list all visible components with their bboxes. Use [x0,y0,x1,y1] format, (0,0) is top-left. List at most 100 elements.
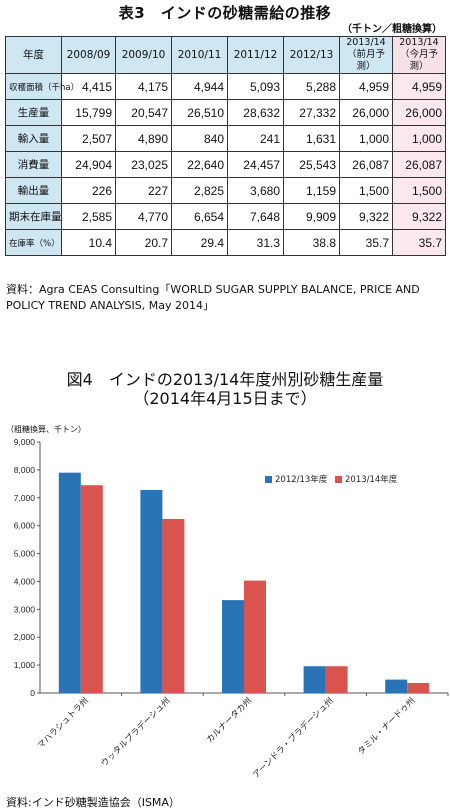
row-label: 収穫面積（千ha） [5,73,79,100]
y-tick-label: 8,000 [14,465,36,475]
table-cell: 4,959 [392,73,446,100]
row-label: 輸出量 [5,177,62,204]
bar [222,600,244,693]
bar [244,580,266,693]
table-row: 輸入量 2,507 4,890 840 241 1,631 1,000 1,000 [5,125,446,152]
legend-label: 2012/13年度 [275,474,328,485]
table-cell: 20,547 [115,99,172,126]
table-row: 期末在庫量 2,585 4,770 6,654 7,648 9,909 9,322 9,322 [5,203,446,230]
table3-title: 表3 インドの砂糖需給の推移 [118,4,332,22]
table-cell: 5,093 [227,73,284,100]
table-cell: 28,632 [227,99,284,126]
table-cell: 9,909 [283,203,340,230]
bar [407,682,430,693]
table-row: 生産量 15,799 20,547 26,510 28,632 27,332 26,000 2… [5,99,446,126]
x-tick-label: カルナータカ州 [205,696,254,745]
table-cell: 22,640 [171,151,228,178]
table-cell: 26,087 [392,151,446,178]
table-cell: 31.3 [227,229,284,256]
row-label: 輸入量 [5,125,62,152]
table-cell: 26,000 [392,99,446,126]
y-tick-label: 9,000 [14,437,36,447]
row-label: 在庫率（%） [5,229,62,256]
header-cell: 2010/11 [171,36,228,74]
table3-unit: （千トン／粗糖換算） [342,24,442,35]
table-cell: 2,507 [61,125,116,152]
table-row: 消費量 24,904 23,025 22,640 24,457 25,543 26,087 2… [5,151,446,178]
table-cell: 10.4 [61,229,116,256]
row-label: 消費量 [5,151,62,178]
bar [303,666,326,693]
table-cell: 29.4 [171,229,228,256]
y-tick-label: 7,000 [14,493,36,503]
table-cell: 4,770 [115,203,172,230]
header-cell: 2012/13 [283,36,340,74]
chart-unit-note: （粗糖換算、千トン） [6,425,86,434]
table-cell: 4,959 [339,73,393,100]
header-cell: 2009/10 [115,36,172,74]
x-tick-label: マハラシュトラ州 [36,696,91,751]
table-cell: 2,825 [171,177,228,204]
table-cell: 840 [171,125,228,152]
table-cell: 6,654 [171,203,228,230]
table-cell: 35.7 [392,229,446,256]
row-label: 生産量 [5,99,62,126]
table-cell: 1,000 [339,125,393,152]
table-cell: 1,500 [392,177,446,204]
figure4-source: 資料:インド砂糖製造協会（ISMA） [6,796,180,809]
table-row: 在庫率（%） 10.4 20.7 29.4 31.3 38.8 35.7 35.7 [5,229,446,256]
figure4-title-line2: （2014年4月15日まで） [133,389,317,408]
legend-label: 2013/14年度 [345,474,398,485]
table-cell: 4,175 [115,73,172,100]
table-cell: 25,543 [283,151,340,178]
table-row: 輸出量 226 227 2,825 3,680 1,159 1,500 1,500 [5,177,446,204]
table-cell: 2,585 [61,203,116,230]
table-row: 収穫面積（千ha） 4,415 4,175 4,944 5,093 5,288 4,959 4… [5,73,446,100]
header-cell: 2008/09 [61,36,116,74]
table-cell: 20.7 [115,229,172,256]
table-cell: 4,890 [115,125,172,152]
table-cell: 27,332 [283,99,340,126]
x-tick-label: アーンドラ・プラデーシュ州 [251,695,336,780]
table-cell: 26,510 [171,99,228,126]
table-cell: 1,500 [339,177,393,204]
bar [140,489,163,693]
state-production-chart: 0 1,000 2,000 3,000 4,000 5,000 6,000 7,000 8,00… [14,437,449,780]
table-header-row: 年度 2008/09 2009/10 2010/11 2011/12 2012/… [5,36,446,74]
table-cell: 23,025 [115,151,172,178]
header-cell: 2011/12 [227,36,284,74]
bar [58,472,81,693]
table-cell: 241 [227,125,284,152]
legend-swatch [265,476,272,483]
y-tick-label: 3,000 [14,604,36,614]
table-cell: 4,944 [171,73,228,100]
table-cell: 226 [61,177,116,204]
figure4-title-line1: 図4 インドの2013/14年度州別砂糖生産量 [66,370,384,389]
table-cell: 1,000 [392,125,446,152]
table-cell: 38.8 [283,229,340,256]
y-tick-label: 4,000 [14,576,36,586]
table-cell: 9,322 [339,203,393,230]
bar [80,485,103,693]
table-cell: 26,087 [339,151,393,178]
table-cell: 24,904 [61,151,116,178]
table-cell: 35.7 [339,229,393,256]
table-cell: 24,457 [227,151,284,178]
table-cell: 4,415 [61,73,116,100]
y-tick-label: 0 [30,688,35,698]
y-tick-label: 1,000 [14,660,36,670]
legend-swatch [335,476,342,483]
table-cell: 15,799 [61,99,116,126]
x-tick-label: タミル・ナードゥ州 [356,696,417,757]
header-cell-current-forecast: 2013/14 （今月予測） [392,36,446,74]
table-cell: 3,680 [227,177,284,204]
bar [385,679,408,693]
table-cell: 1,159 [283,177,340,204]
table-cell: 26,000 [339,99,393,126]
table-cell: 9,322 [392,203,446,230]
bar [162,518,185,693]
row-label: 期末在庫量 [5,203,62,230]
table-cell: 5,288 [283,73,340,100]
table3-source: 資料：Agra CEAS Consulting「WORLD SUGAR SUPP… [6,283,420,312]
figure4-title: 図4 インドの2013/14年度州別砂糖生産量 （2014年4月15日まで） [0,370,450,408]
